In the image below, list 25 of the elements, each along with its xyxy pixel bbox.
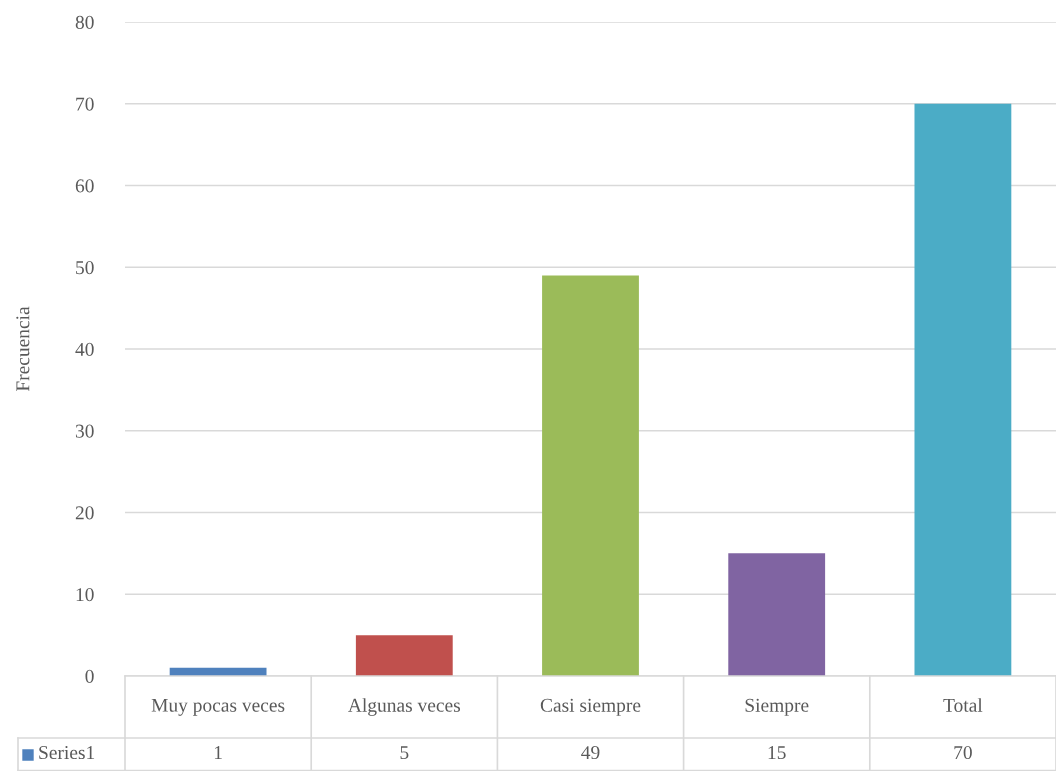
y-tick-label: 60: [75, 179, 94, 193]
y-tick-label: 0: [85, 669, 94, 683]
y-tick-label: 80: [75, 15, 94, 29]
y-tick-label: 40: [75, 342, 94, 356]
x-tick-label: Muy pocas veces: [151, 698, 285, 716]
bar: [355, 635, 453, 676]
y-tick-label: 70: [76, 97, 94, 111]
x-tick-label: Total: [943, 698, 983, 712]
data-label: 1: [214, 746, 222, 759]
data-label: 70: [954, 746, 972, 760]
x-tick-label: Siempre: [745, 698, 809, 716]
data-label: 15: [768, 746, 786, 760]
bar: [728, 553, 826, 676]
x-tick-label: Algunas veces: [348, 698, 461, 716]
data-label: 49: [581, 746, 600, 760]
legend-label: Series1: [39, 746, 95, 760]
y-axis-title: Frecuencia: [16, 306, 30, 392]
bar: [914, 103, 1012, 676]
y-tick-label: 50: [76, 261, 94, 275]
bar: [542, 275, 639, 676]
data-label: 5: [400, 746, 409, 760]
y-tick-label: 30: [75, 424, 94, 438]
x-tick-label: Casi siempre: [540, 698, 641, 716]
y-tick-label: 20: [75, 506, 94, 520]
y-tick-label: 10: [76, 588, 94, 602]
